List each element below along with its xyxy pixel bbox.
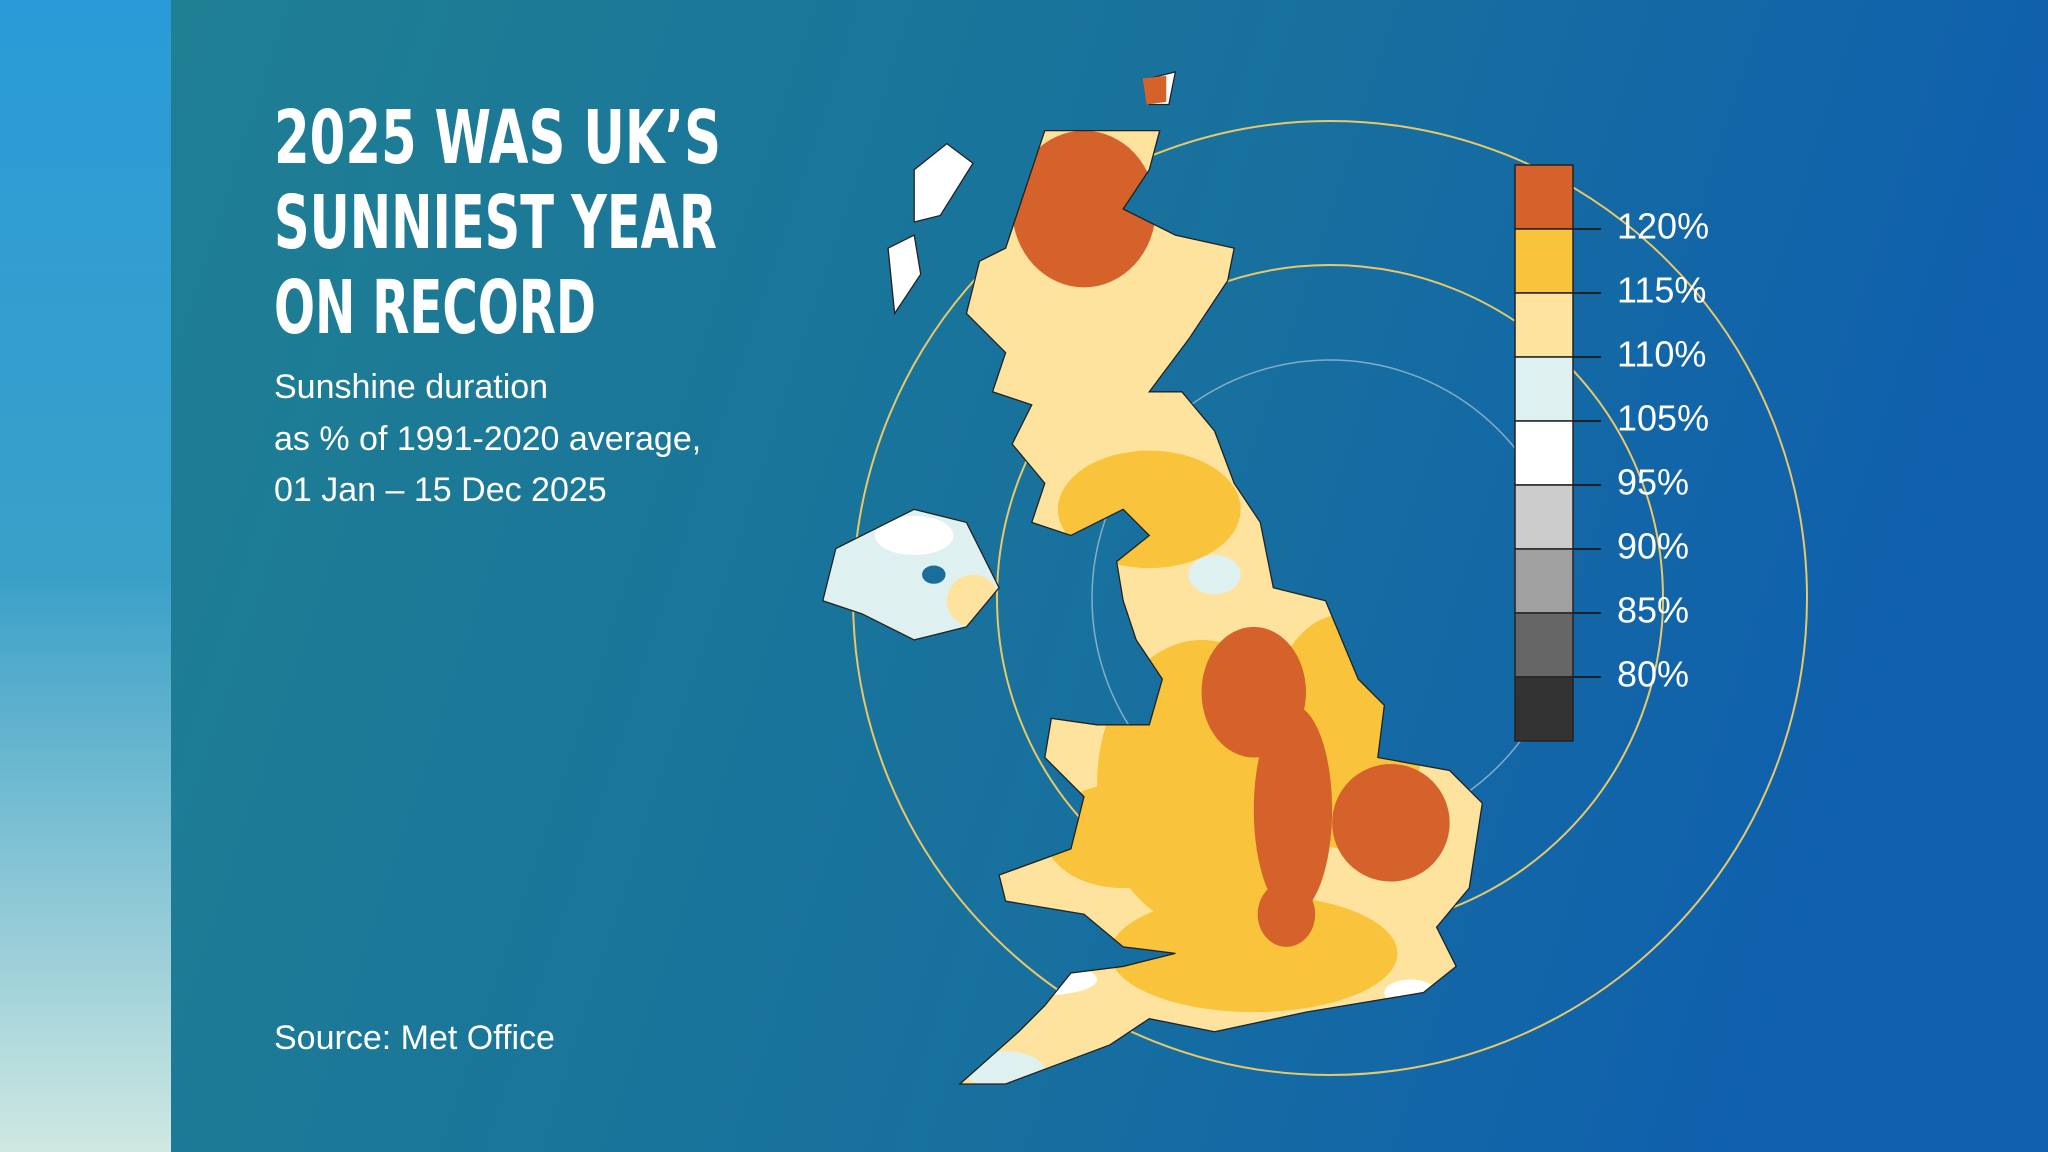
subtitle-line: 01 Jan – 15 Dec 2025 — [274, 471, 607, 509]
title-line: SUNNIEST YEAR — [274, 180, 717, 266]
legend-label: 115% — [1617, 270, 1706, 311]
subtitle-line: as % of 1991-2020 average, — [274, 420, 701, 458]
title-line: ON RECORD — [274, 265, 596, 351]
legend-swatch — [1514, 548, 1574, 614]
title: 2025 WAS UK’S SUNNIEST YEAR ON RECORD — [274, 95, 721, 351]
legend-label: 80% — [1617, 654, 1689, 695]
legend-swatch — [1514, 612, 1574, 678]
subtitle-line: Sunshine duration — [274, 368, 548, 406]
legend-swatch — [1514, 164, 1574, 230]
source: Source: Met Office — [274, 1019, 555, 1057]
side-strip — [0, 0, 171, 1152]
legend-label: 120% — [1617, 206, 1709, 247]
legend-swatch — [1514, 228, 1574, 294]
legend-swatch — [1514, 356, 1574, 422]
title-line: 2025 WAS UK’S — [274, 95, 721, 181]
legend-swatch — [1514, 292, 1574, 358]
legend-label: 85% — [1617, 590, 1689, 631]
legend: 120% 115% 110% 105% 95% 90% 85% 80% — [1514, 164, 1709, 742]
legend-label: 95% — [1617, 462, 1689, 503]
legend-label: 90% — [1617, 526, 1689, 567]
legend-swatch — [1514, 420, 1574, 486]
legend-swatch — [1514, 484, 1574, 550]
legend-label: 105% — [1617, 398, 1709, 439]
legend-swatch — [1514, 676, 1574, 742]
legend-label: 110% — [1617, 334, 1706, 375]
